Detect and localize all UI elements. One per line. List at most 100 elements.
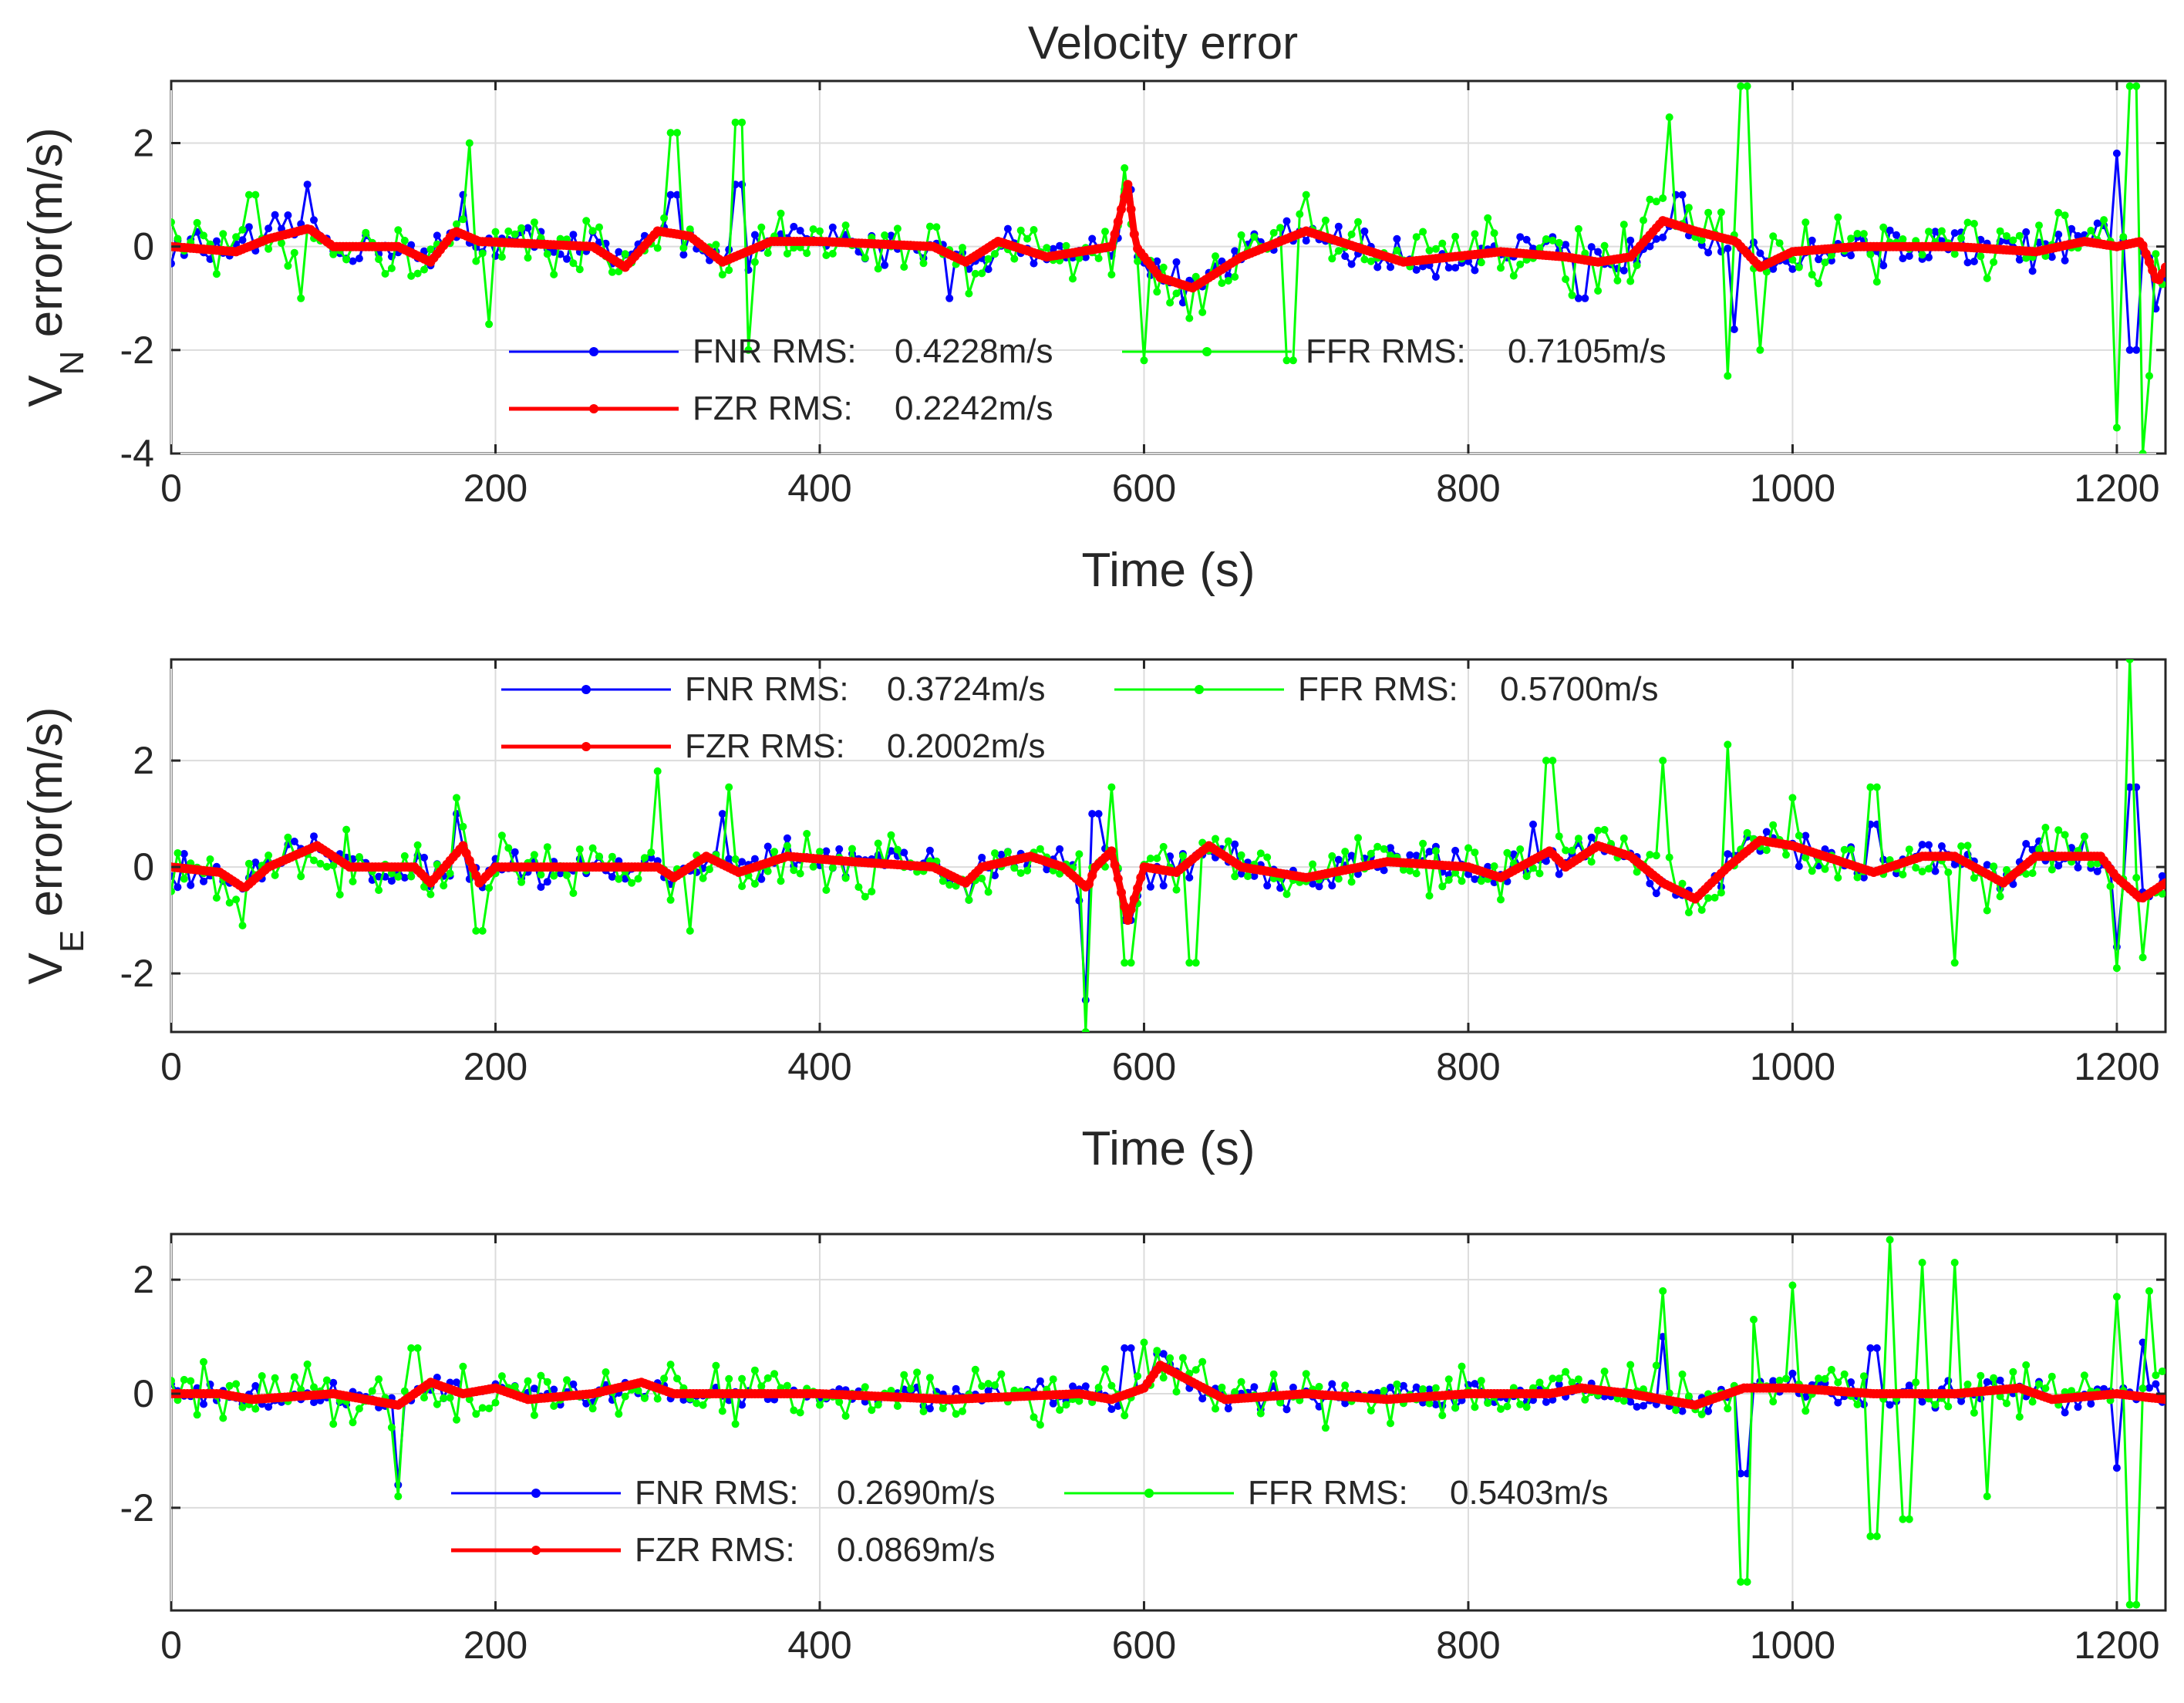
data-point: [1918, 1398, 1926, 1406]
y-tick-label: -2: [120, 952, 154, 995]
data-point: [400, 852, 409, 860]
data-point: [1282, 217, 1291, 225]
data-point: [1043, 244, 1051, 252]
data-point: [634, 1386, 642, 1394]
data-point: [497, 253, 506, 261]
data-point: [1827, 1365, 1835, 1374]
data-point: [543, 1378, 551, 1386]
data-point: [375, 1375, 383, 1384]
panel-3: 0 200 400 600 800 1000 1200 -2 0 2 FNR RMS: 0.2690m…: [120, 1233, 2167, 1667]
data-point: [1341, 1381, 1350, 1390]
data-point: [2125, 783, 2134, 791]
data-point: [349, 877, 357, 885]
data-point: [1127, 959, 1135, 967]
data-point: [1198, 1357, 1207, 1366]
panel-2: 0 200 400 600 800 1000 1200 -2 0 2 Time (s) VE erro…: [19, 658, 2167, 1175]
data-point: [1970, 220, 1978, 228]
data-point: [1373, 263, 1382, 271]
data-point: [1444, 1375, 1453, 1384]
legend-rms-value: 0.3724m/s: [887, 670, 1045, 708]
data-point: [1471, 266, 1479, 275]
data-point: [1419, 228, 1427, 236]
data-point: [588, 227, 597, 235]
data-point: [1302, 1370, 1310, 1378]
data-point: [900, 848, 908, 857]
data-point: [1918, 251, 1926, 259]
data-point: [2074, 863, 2082, 872]
data-point: [1387, 1383, 1394, 1391]
data-point: [322, 1376, 331, 1384]
data-point: [1373, 842, 1382, 851]
data-point: [841, 874, 850, 882]
data-point: [550, 1402, 558, 1410]
data-point: [660, 214, 669, 222]
data-point: [2003, 1399, 2010, 1408]
data-point: [854, 883, 863, 892]
data-point: [524, 254, 532, 262]
data-point: [777, 877, 785, 885]
data-point: [952, 1410, 960, 1418]
data-point: [1872, 783, 1881, 791]
data-point: [757, 1382, 766, 1391]
data-point: [238, 922, 247, 929]
data-point: [1451, 232, 1460, 241]
data-point: [2022, 840, 2031, 848]
data-point: [1094, 810, 1103, 818]
data-point: [1367, 849, 1375, 858]
data-point: [1724, 372, 1732, 380]
data-point: [1937, 842, 1946, 850]
data-point: [725, 783, 733, 791]
data-point: [524, 1377, 532, 1385]
data-point: [796, 869, 804, 878]
data-point: [225, 1381, 234, 1390]
data-point: [1587, 243, 1596, 251]
data-point: [1996, 1376, 2004, 1384]
data-point: [1030, 226, 1038, 234]
data-point: [1178, 852, 1187, 860]
data-point: [1136, 872, 1146, 882]
x-tick-label: 1200: [2074, 1045, 2159, 1088]
data-point: [1516, 1400, 1525, 1408]
data-point: [1665, 1389, 1673, 1398]
x-tick-label: 600: [1112, 1624, 1176, 1667]
series-fzr: [171, 1361, 2165, 1410]
data-point: [1185, 873, 1194, 882]
data-point: [1619, 834, 1628, 842]
legend-label: FZR RMS:: [693, 389, 853, 427]
data-point: [1471, 230, 1479, 238]
data-point: [1815, 279, 1823, 288]
data-point: [1801, 831, 1810, 840]
data-point: [1328, 852, 1336, 860]
data-point: [666, 1361, 675, 1369]
x-tick-label: 200: [463, 467, 527, 510]
data-point: [2054, 862, 2063, 870]
data-point: [2141, 249, 2151, 259]
data-point: [1231, 273, 1239, 281]
data-point: [2125, 659, 2134, 663]
data-point: [2015, 1413, 2024, 1421]
legend-entry-fnr: FNR RMS: 0.3724m/s: [501, 670, 1045, 708]
data-point: [1282, 356, 1291, 365]
data-point: [200, 877, 207, 885]
y-tick-label: 2: [133, 122, 154, 165]
data-point: [1594, 287, 1603, 295]
data-point: [1626, 1361, 1635, 1369]
data-point: [868, 887, 876, 895]
data-point: [738, 1374, 747, 1383]
data-point: [1218, 1383, 1226, 1391]
data-point: [757, 223, 766, 231]
data-point: [1859, 230, 1868, 238]
data-point: [2093, 867, 2101, 875]
data-point: [919, 259, 928, 268]
data-point: [1944, 1402, 1953, 1411]
data-point: [1684, 204, 1693, 212]
data-point: [1555, 238, 1563, 247]
data-point: [1250, 233, 1259, 241]
data-point: [1153, 257, 1161, 265]
data-point: [1568, 1378, 1576, 1387]
data-point: [1140, 1338, 1148, 1347]
data-point: [2112, 1293, 2121, 1301]
data-point: [1107, 846, 1117, 856]
data-point: [387, 1423, 396, 1432]
data-point: [1250, 872, 1259, 880]
